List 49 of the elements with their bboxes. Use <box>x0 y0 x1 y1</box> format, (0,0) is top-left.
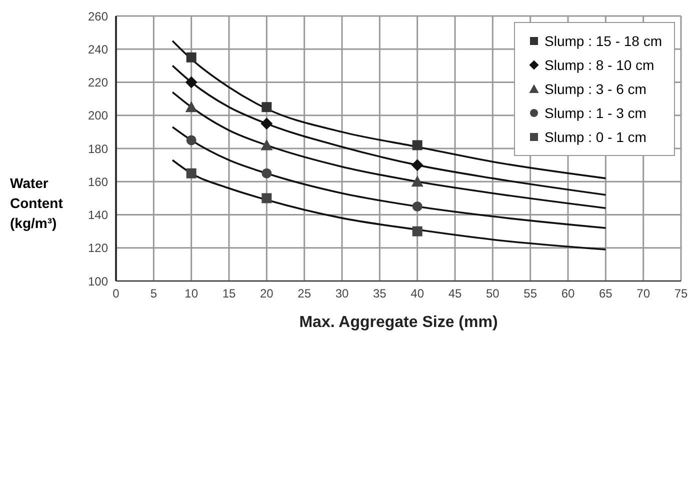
y-tick-label: 120 <box>88 241 108 256</box>
legend-label: Slump : 15 - 18 cm <box>544 33 662 49</box>
point <box>412 226 422 236</box>
x-tick-label: 20 <box>260 286 274 301</box>
point <box>411 159 424 172</box>
x-tick-label: 75 <box>674 286 688 301</box>
point <box>186 52 196 62</box>
x-tick-label: 40 <box>410 286 424 301</box>
point <box>186 135 196 146</box>
legend-label: Slump : 8 - 10 cm <box>544 57 654 73</box>
line-series <box>172 159 607 250</box>
x-axis-title: Max. Aggregate Size (mm) <box>299 314 498 331</box>
x-tick-label: 45 <box>448 286 462 301</box>
x-tick-label: 0 <box>112 286 120 301</box>
y-tick-label: 160 <box>88 174 108 189</box>
y-tick-label: 180 <box>88 142 108 156</box>
point <box>260 139 273 150</box>
point <box>411 176 424 187</box>
y-tick-label: 220 <box>88 76 108 90</box>
y-axis-title: Water Content (kg/m³) <box>10 175 63 231</box>
x-tick-label: 35 <box>372 286 387 301</box>
point <box>262 168 272 178</box>
legend-label: Slump : 0 - 1 cm <box>544 129 646 145</box>
x-tick-label: 55 <box>524 286 538 301</box>
x-tick-label: 50 <box>486 286 500 301</box>
y-tick-label: 240 <box>88 42 108 56</box>
point <box>262 193 272 204</box>
legend-label: Slump : 3 - 6 cm <box>544 81 646 97</box>
x-tick-label: 15 <box>222 286 236 301</box>
x-tick-label: 10 <box>184 286 198 301</box>
y-tick-label: 260 <box>88 9 108 24</box>
x-tick-label: 60 <box>561 286 575 301</box>
point <box>412 201 422 212</box>
point <box>186 168 196 178</box>
x-tick-label: 70 <box>636 286 650 301</box>
x-tick-label: 30 <box>335 286 349 301</box>
y-tick-label: 200 <box>88 108 108 123</box>
point <box>260 118 273 130</box>
point <box>412 140 422 150</box>
x-tick-label: 65 <box>598 286 613 301</box>
point <box>185 76 198 88</box>
legend-label: Slump : 1 - 3 cm <box>544 105 646 121</box>
point <box>262 102 272 112</box>
line-series <box>172 126 607 229</box>
x-tick-label: 5 <box>150 286 158 301</box>
x-tick-label: 25 <box>298 286 312 301</box>
y-tick-label: 140 <box>88 208 108 222</box>
y-tick-label: 100 <box>88 274 108 288</box>
point <box>185 101 198 112</box>
